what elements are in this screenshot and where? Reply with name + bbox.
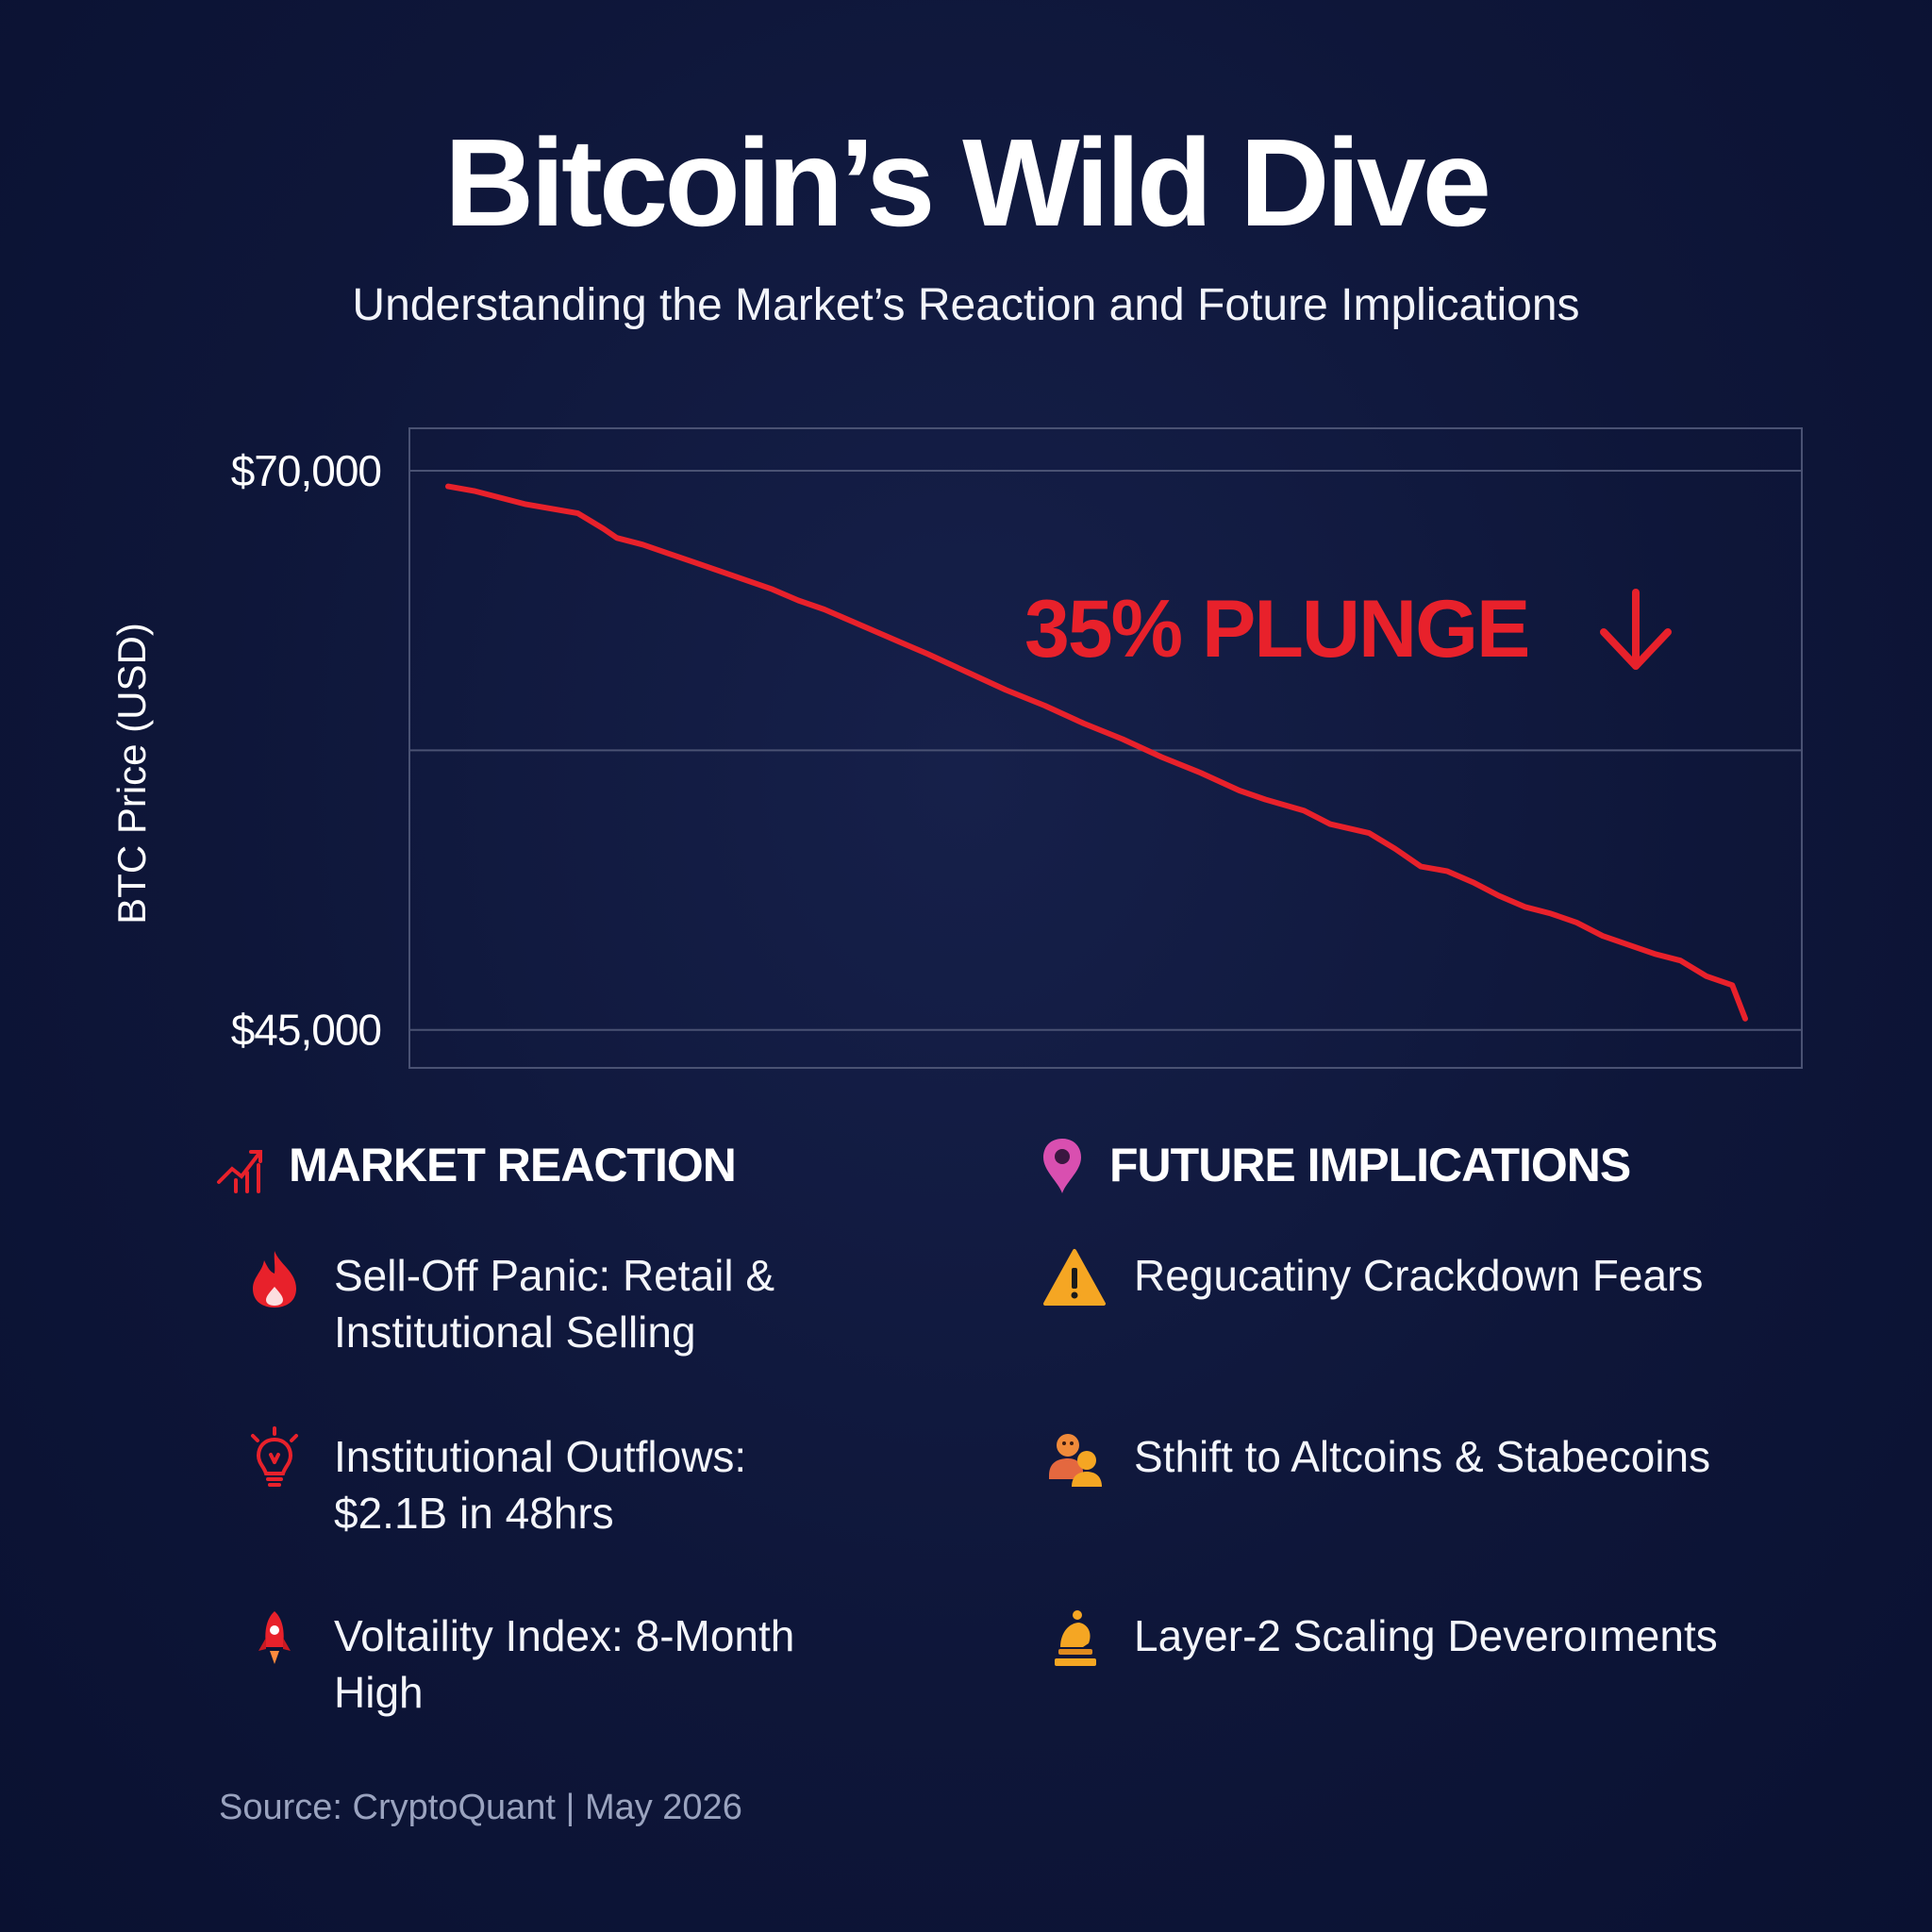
market-item-2: Institutional Outflows: $2.1B in 48hrs bbox=[242, 1426, 862, 1541]
future-implications-heading: FUTURE IMPLICATIONS bbox=[1036, 1132, 1631, 1198]
market-item-3-text: Voltaility Index: 8-Month High bbox=[334, 1611, 795, 1717]
market-reaction-title: MARKET REACTION bbox=[289, 1139, 737, 1191]
people-icon bbox=[1049, 1434, 1102, 1487]
warning-icon bbox=[1043, 1249, 1106, 1306]
location-pin-icon bbox=[1043, 1139, 1081, 1193]
y-axis-label: BTC Price (USD) bbox=[109, 623, 154, 924]
future-item-2-text: Sthift to Altcoins & Stabecoins bbox=[1134, 1432, 1711, 1481]
future-item-3-text: Layer-2 Scaling Deveroıments bbox=[1134, 1611, 1718, 1660]
market-reaction-heading: MARKET REACTION bbox=[215, 1132, 737, 1198]
y-tick-labels: $70,000 $45,000 bbox=[231, 446, 382, 1055]
rising-chart-icon bbox=[217, 1150, 262, 1193]
page-subtitle: Understanding the Market’s Reaction and … bbox=[352, 280, 1580, 330]
plunge-label: 35% PLUNGE bbox=[1024, 584, 1528, 675]
page-title: Bitcoin’s Wild Dive bbox=[443, 113, 1491, 252]
down-arrow-icon bbox=[1600, 589, 1672, 670]
market-item-3: Voltaility Index: 8-Month High bbox=[242, 1607, 862, 1721]
market-item-1: Sell-Off Panic: Retail & Institutional S… bbox=[242, 1247, 862, 1360]
future-item-1-text: Regucatiny Crackdown Fears bbox=[1134, 1251, 1704, 1300]
plot-frame bbox=[408, 427, 1803, 1069]
y-tick-label: $70,000 bbox=[231, 446, 381, 495]
plunge-annotation: 35% PLUNGE bbox=[1024, 584, 1672, 675]
flame-icon bbox=[253, 1251, 296, 1307]
price-line bbox=[445, 483, 1748, 1022]
lightbulb-icon bbox=[251, 1426, 298, 1487]
future-item-1: Regucatiny Crackdown Fears bbox=[1041, 1247, 1851, 1311]
y-tick-label: $45,000 bbox=[231, 1006, 381, 1055]
rocket-icon bbox=[258, 1611, 291, 1664]
future-implications-title: FUTURE IMPLICATIONS bbox=[1109, 1139, 1631, 1191]
gridlines bbox=[409, 470, 1802, 1031]
btc-price-chart: $70,000 $45,000 BTC Price (USD) 35% PLUNG… bbox=[109, 427, 1803, 1069]
market-item-2-text: Institutional Outflows: $2.1B in 48hrs bbox=[334, 1432, 747, 1538]
future-item-3: Layer-2 Scaling Deveroıments bbox=[1041, 1607, 1851, 1672]
source-note: Source: CryptoQuant | May 2026 bbox=[219, 1788, 742, 1827]
future-item-2: Sthift to Altcoins & Stabecoins bbox=[1041, 1428, 1851, 1492]
chess-piece-icon bbox=[1055, 1610, 1096, 1666]
market-item-1-text: Sell-Off Panic: Retail & Institutional S… bbox=[334, 1251, 775, 1357]
